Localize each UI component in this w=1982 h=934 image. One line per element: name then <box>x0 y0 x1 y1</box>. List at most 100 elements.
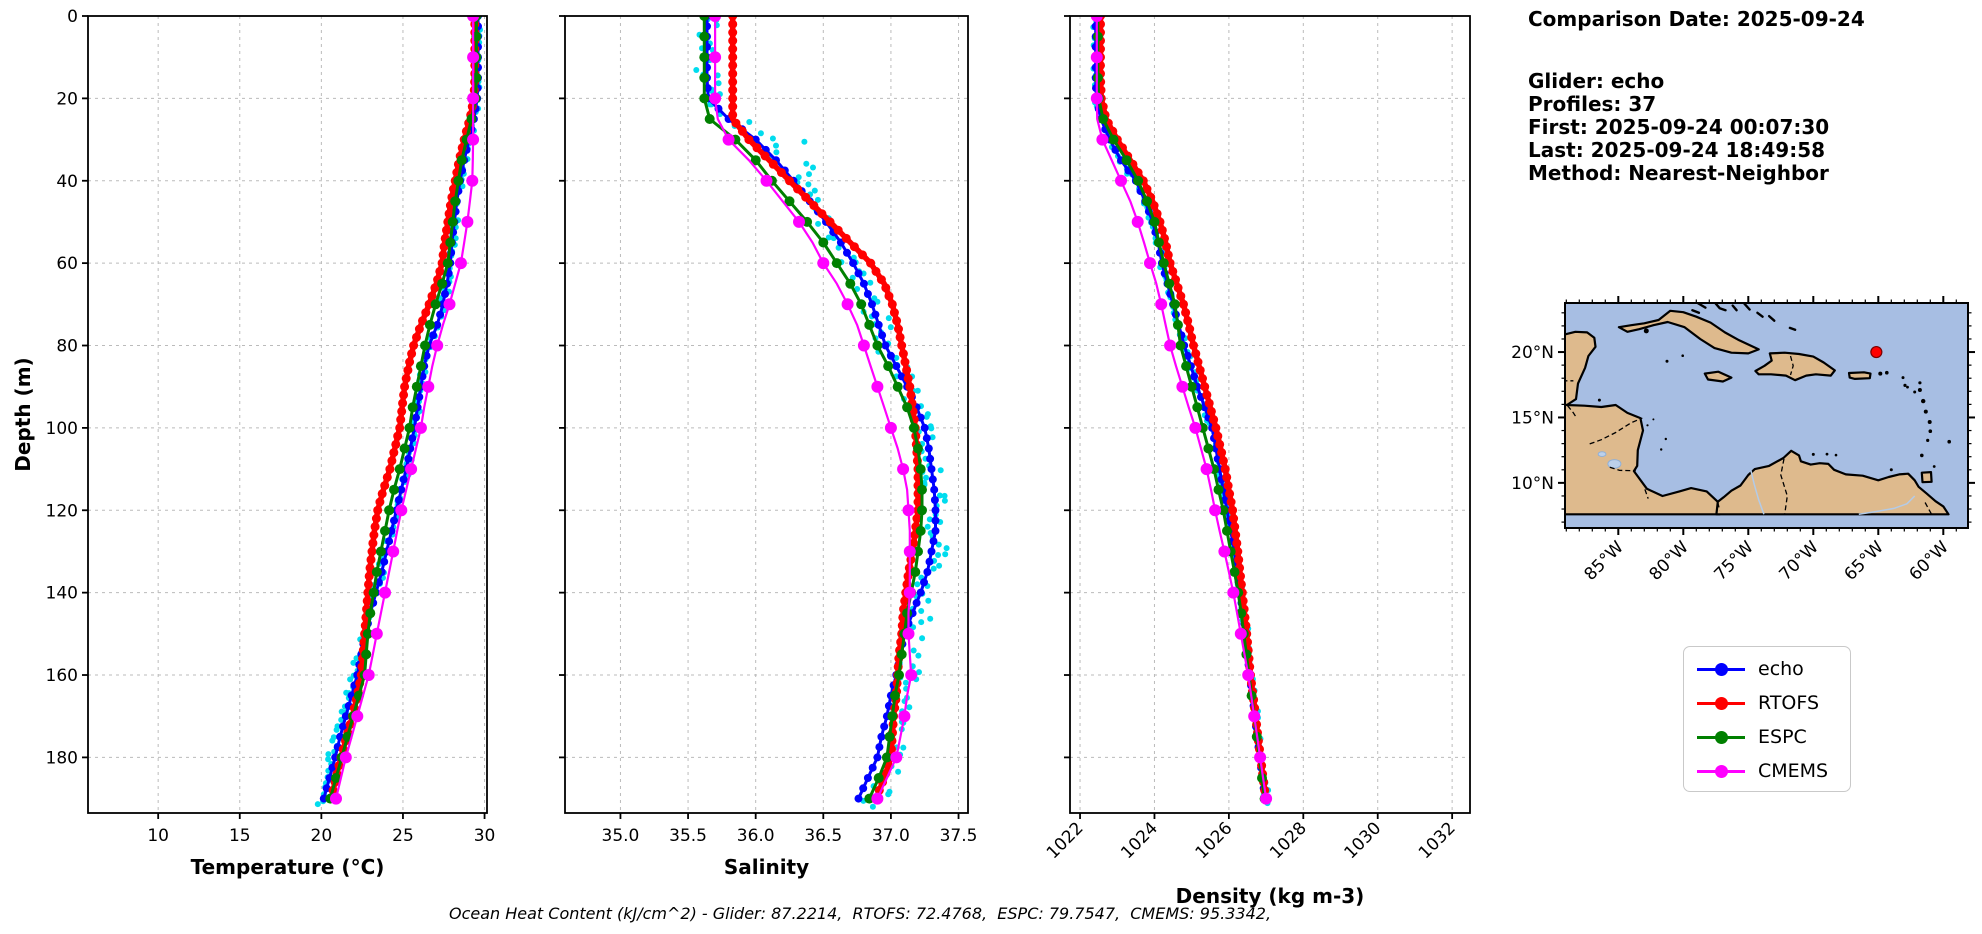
location-map: 85°W 80°W 75°W 70°W 65°W 60°W 20°N 15°N 10°N <box>1511 296 1975 585</box>
svg-text:10: 10 <box>147 826 169 846</box>
glider-position-marker <box>1870 345 1883 359</box>
map-lon-label: 85°W <box>1580 537 1627 584</box>
interpolation-method: Method: Nearest-Neighbor <box>1528 161 1829 185</box>
map-island <box>1921 398 1926 404</box>
map-island <box>1889 468 1893 472</box>
svg-text:1024: 1024 <box>1117 818 1162 863</box>
legend-item-echo: echo <box>1697 652 1850 686</box>
svg-text:0: 0 <box>67 7 78 27</box>
map-island <box>1947 439 1951 444</box>
map-island-chain <box>1731 304 1738 312</box>
map-island <box>1926 438 1930 442</box>
first-profile-time: First: 2025-09-24 00:07:30 <box>1528 115 1830 139</box>
svg-text:60: 60 <box>56 254 78 274</box>
legend-label-cmems: CMEMS <box>1758 760 1829 782</box>
svg-text:180: 180 <box>46 748 78 768</box>
xlabel-salinity: Salinity <box>724 855 809 879</box>
plot-salinity: 35.0 35.5 36.0 36.5 37.0 37.5 Salinity <box>559 15 977 879</box>
map-landmass <box>1565 330 1721 516</box>
legend-sample-echo <box>1697 662 1745 676</box>
map-island <box>1825 452 1829 456</box>
map-island <box>1918 381 1922 385</box>
legend-label-echo: echo <box>1758 658 1804 680</box>
svg-text:36.0: 36.0 <box>737 826 775 846</box>
map-border <box>1567 405 1578 419</box>
map-island <box>1901 376 1905 380</box>
ylabel-depth: Depth (m) <box>11 357 35 471</box>
map-island <box>1920 453 1924 458</box>
series-rtofs-salinity <box>728 16 923 804</box>
glider-scatter-density <box>1090 16 1272 807</box>
svg-text:1032: 1032 <box>1415 818 1460 863</box>
svg-text:120: 120 <box>46 501 78 521</box>
map-island <box>1660 448 1663 451</box>
comparison-date: Comparison Date: 2025-09-24 <box>1528 7 1865 31</box>
map-landmass <box>1754 351 1836 382</box>
map-island <box>1927 420 1932 424</box>
svg-text:25: 25 <box>392 826 414 846</box>
plot-density: 1022 1024 1026 1028 1030 1032 Density (kg m-3) <box>1043 15 1471 908</box>
map-island <box>1928 429 1933 434</box>
glider-name: Glider: echo <box>1528 69 1665 93</box>
map-island-chain <box>1767 314 1776 322</box>
map-border <box>1589 417 1643 445</box>
map-island <box>1643 328 1649 334</box>
last-profile-time: Last: 2025-09-24 18:49:58 <box>1528 138 1826 162</box>
map-border <box>1924 502 1933 515</box>
svg-text:35.5: 35.5 <box>669 826 707 846</box>
map-lat-label: 20°N <box>1511 343 1554 363</box>
map-lon-label: 70°W <box>1775 537 1822 584</box>
map-lon-label: 80°W <box>1645 537 1692 584</box>
map-border <box>1609 466 1636 472</box>
svg-text:15: 15 <box>229 826 251 846</box>
comparison-info-panel: Comparison Date: 2025-09-24 Glider: echo… <box>1528 8 1865 185</box>
map-lat-label: 15°N <box>1511 408 1554 428</box>
legend-item-rtofs: RTOFS <box>1697 686 1850 720</box>
svg-text:20: 20 <box>311 826 333 846</box>
map-island <box>1652 418 1655 421</box>
svg-text:1028: 1028 <box>1266 818 1311 863</box>
svg-text:1022: 1022 <box>1043 818 1088 863</box>
map-island <box>1646 424 1649 427</box>
map-river <box>1750 470 1765 515</box>
svg-text:40: 40 <box>56 172 78 192</box>
svg-text:80: 80 <box>56 337 78 357</box>
map-island <box>1923 409 1928 414</box>
map-island <box>1903 383 1907 387</box>
map-island-chain <box>1713 303 1727 312</box>
xlabel-temperature: Temperature (°C) <box>191 855 385 879</box>
svg-text:35.0: 35.0 <box>602 826 640 846</box>
map-landmass <box>1703 370 1733 383</box>
series-cmems-salinity <box>709 16 918 805</box>
map-border <box>1717 502 1721 511</box>
map-island <box>1913 390 1917 394</box>
legend-item-espc: ESPC <box>1697 720 1850 754</box>
svg-text:140: 140 <box>46 584 78 604</box>
map-island <box>1885 370 1889 375</box>
map-border <box>1644 489 1649 499</box>
map-island-chain <box>1743 303 1751 311</box>
map-island <box>1906 385 1909 389</box>
map-island <box>1917 388 1922 392</box>
map-lake <box>1597 451 1607 457</box>
map-island <box>1878 371 1883 376</box>
map-island <box>1664 437 1668 441</box>
legend-label-rtofs: RTOFS <box>1758 692 1820 714</box>
profiles-count: Profiles: 37 <box>1528 92 1657 116</box>
map-landmass <box>1847 371 1872 380</box>
svg-text:20: 20 <box>56 89 78 109</box>
legend-sample-espc <box>1697 730 1745 744</box>
map-frame <box>1564 302 1969 529</box>
map-island <box>1834 453 1838 457</box>
map-border <box>1789 355 1794 376</box>
legend-label-espc: ESPC <box>1758 726 1807 748</box>
series-cmems-density <box>1090 16 1273 805</box>
map-lat-label: 10°N <box>1511 474 1554 494</box>
map-island <box>1597 398 1601 402</box>
map-border <box>1565 402 1568 406</box>
map-landmass <box>1920 471 1933 484</box>
ocean-heat-content-caption: Ocean Heat Content (kJ/cm^2) - Glider: 8… <box>448 904 1272 923</box>
map-island-chain <box>1691 309 1701 314</box>
